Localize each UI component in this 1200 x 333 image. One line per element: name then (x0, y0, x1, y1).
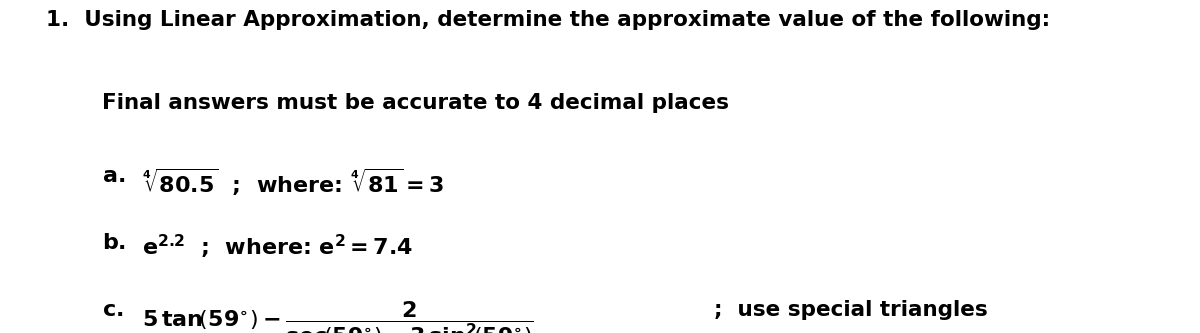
Text: $\mathbf{c.}$: $\mathbf{c.}$ (102, 300, 124, 320)
Text: Final answers must be accurate to 4 decimal places: Final answers must be accurate to 4 deci… (102, 93, 730, 113)
Text: $\mathbf{5\,tan\!\left(59^{\circ}\right) - \dfrac{2}{sec\!\left(59^{\circ}\right: $\mathbf{5\,tan\!\left(59^{\circ}\right)… (142, 300, 534, 333)
Text: ;  use special triangles: ; use special triangles (714, 300, 988, 320)
Text: $\mathbf{a.}$: $\mathbf{a.}$ (102, 166, 125, 186)
Text: $\mathbf{e^{2.2}}$  ;  where: $\mathbf{e^{2} = 7.4}$: $\mathbf{e^{2.2}}$ ; where: $\mathbf{e^{… (142, 233, 413, 261)
Text: 1.  Using Linear Approximation, determine the approximate value of the following: 1. Using Linear Approximation, determine… (46, 10, 1050, 30)
Text: $\mathbf{b.}$: $\mathbf{b.}$ (102, 233, 126, 253)
Text: $\mathbf{\sqrt[4]{80.5}}$  ;  where: $\mathbf{\sqrt[4]{81} = 3}$: $\mathbf{\sqrt[4]{80.5}}$ ; where: $\mat… (142, 166, 444, 198)
